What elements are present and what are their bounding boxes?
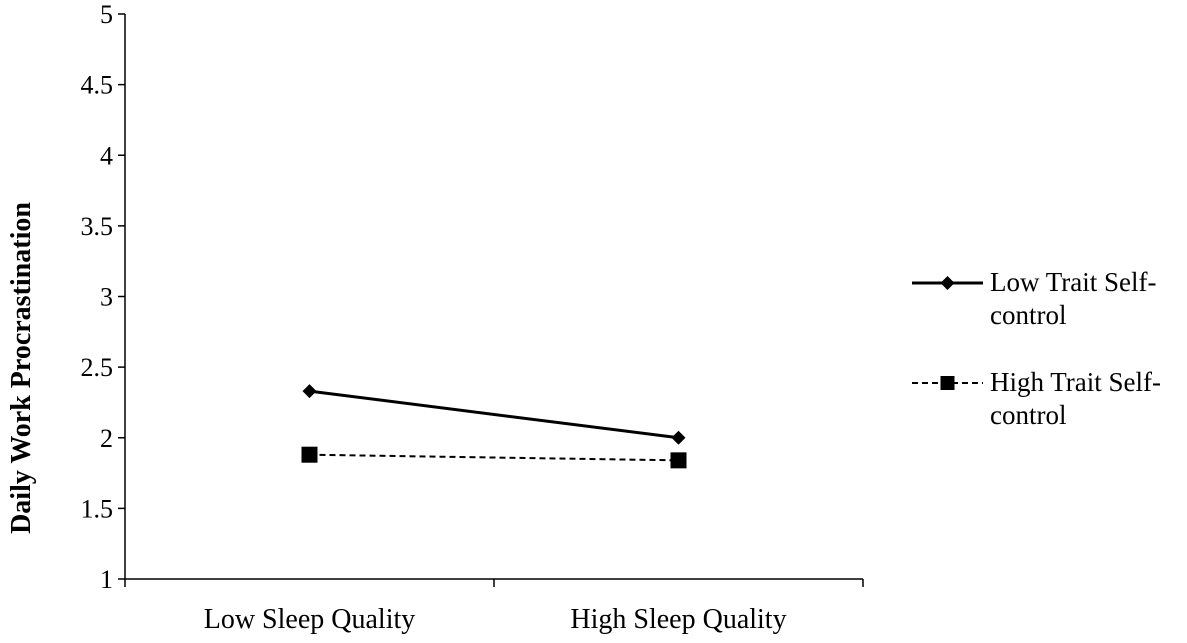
- x-tick-label: Low Sleep Quality: [204, 604, 416, 635]
- series-line: [309, 389, 679, 440]
- y-tick-label: 1.5: [81, 494, 114, 523]
- y-axis-ticks: 1 1.5 2 2.5 3 3.5 4 4.5 5: [81, 0, 125, 594]
- y-tick-label: 5: [100, 0, 113, 29]
- legend: Low Trait Self-control High Trait Self-co…: [912, 267, 1161, 430]
- y-tick-label: 3: [100, 283, 113, 312]
- legend-label: High Trait Self-control: [990, 367, 1161, 430]
- y-tick-label: 1: [100, 565, 113, 594]
- y-tick-label: 2: [100, 424, 113, 453]
- y-tick-label: 3.5: [81, 212, 114, 241]
- diamond-marker: [671, 430, 686, 445]
- axes: [124, 14, 863, 580]
- square-marker: [670, 452, 687, 469]
- series-2: [301, 446, 687, 469]
- series-layer: [301, 384, 687, 469]
- y-tick-label: 4.5: [81, 71, 114, 100]
- series-line: [309, 453, 679, 462]
- legend-label: Low Trait Self-control: [990, 267, 1157, 330]
- legend-item: High Trait Self-control: [912, 367, 1161, 430]
- y-axis-label: Daily Work Procrastination: [6, 202, 37, 534]
- x-axis-ticks: Low Sleep Quality High Sleep Quality: [124, 579, 864, 635]
- x-tick-label: High Sleep Quality: [570, 604, 786, 635]
- series-1: [302, 384, 686, 445]
- square-marker: [301, 446, 318, 463]
- diamond-marker: [302, 384, 317, 399]
- y-tick-label: 4: [100, 141, 113, 170]
- legend-item: Low Trait Self-control: [912, 267, 1157, 330]
- diamond-marker: [940, 276, 955, 290]
- square-marker: [940, 376, 955, 390]
- y-tick-label: 2.5: [81, 353, 114, 382]
